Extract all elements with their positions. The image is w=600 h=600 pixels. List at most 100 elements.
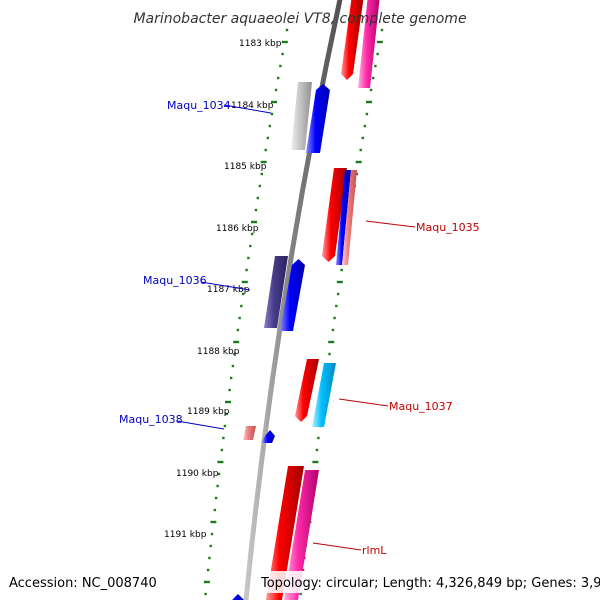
tick-dot [317,436,320,440]
tick-dot [251,220,257,224]
tick-dot [238,316,241,320]
leader-maqu-1037 [338,398,389,407]
leader-maqu-1034 [223,104,272,114]
tick-dot [336,292,340,296]
tick-dot [210,520,217,524]
tick-dot [233,352,236,356]
gene-label-maqu-1035[interactable]: Maqu_1035 [416,221,480,234]
tick-dot [223,424,227,428]
tick-dot [279,64,282,68]
tick-dot [363,124,366,128]
gene-features [228,0,380,600]
tick-dot [361,136,364,140]
footer-accession: Accession: NC_008740 [9,576,157,591]
tick-label: 1186 kbp [216,224,259,234]
tick-dot [328,340,335,344]
feature-maqu-1035b[interactable] [336,170,351,265]
tick-dot [210,532,214,536]
leader-maqu-1038 [176,420,225,430]
tick-rings [203,28,384,596]
gene-label-maqu-1034[interactable]: Maqu_1034 [167,99,231,112]
tick-label: 1184 kbp [231,101,274,111]
tick-dot [214,496,218,500]
feature-maqu-1037b[interactable] [312,363,336,427]
tick-dot [270,112,274,116]
gene-label-rlml[interactable]: rlmL [362,544,387,557]
feature-maqu-1033b[interactable] [358,0,380,88]
feature-maqu-1038[interactable] [262,430,275,443]
tick-dot [256,196,259,200]
tick-dot [277,76,280,80]
map-title: Marinobacter aquaeolei VT8, complete gen… [133,11,466,27]
feature-maqu-1038a[interactable] [243,426,256,440]
tick-dot [336,280,343,284]
tick-dot [236,328,240,332]
tick-dot [271,100,277,104]
tick-dot [366,100,372,104]
feature-rlml-a[interactable] [266,466,304,600]
tick-dot [249,244,252,248]
tick-dot [266,136,269,140]
tick-dot [299,592,302,596]
feature-maqu-1033a[interactable] [341,0,364,80]
tick-dot [260,172,263,176]
tick-dot [250,232,254,236]
gene-label-maqu-1038[interactable]: Maqu_1038 [119,413,183,426]
tick-dot [230,376,233,380]
tick-dot [372,76,375,80]
tick-dot [355,160,362,164]
tick-dot [222,436,225,440]
tick-dot [213,508,216,512]
tick-label: 1187 kbp [207,285,250,295]
tick-dot [225,400,231,404]
tick-dot [359,148,362,152]
tick-label: 1189 kbp [187,407,230,417]
tick-dot [285,28,289,32]
tick-dot [220,448,224,452]
tick-dot [376,52,379,56]
tick-dot [312,460,319,464]
tick-dot [328,352,331,356]
feature-maqu-1036-pseudo[interactable] [264,256,288,328]
tick-label: 1190 kbp [176,469,219,479]
tick-dot [209,544,212,548]
leader-rlml [312,542,362,551]
feature-maqu-1034[interactable] [306,84,330,153]
tick-dot [380,28,384,32]
tick-label: 1188 kbp [197,347,240,357]
tick-dot [254,208,258,212]
gene-label-maqu-1037[interactable]: Maqu_1037 [389,400,453,413]
feature-maqu-1036[interactable] [280,259,305,331]
feature-rlml-b[interactable] [284,470,319,600]
label-leaders [176,104,416,551]
tick-dot [240,304,243,308]
tick-dot [231,364,235,368]
feature-maqu-1035a[interactable] [322,168,347,262]
feature-maqu-1035c[interactable] [342,170,357,265]
tick-dot [241,280,248,284]
tick-dot [258,184,261,188]
leader-maqu-1035 [365,220,416,228]
tick-dot [365,112,369,116]
tick-dot [355,172,358,176]
feature-next[interactable] [228,594,244,600]
tick-dot [281,52,284,56]
footer-topology: Topology: circular; Length: 4,326,849 bp… [260,576,600,591]
feature-maqu-1037a[interactable] [295,359,319,422]
tick-dot [376,40,383,44]
tick-dot [274,88,278,92]
tick-dot [247,256,250,260]
tick-dot [268,124,271,128]
tick-dot [204,592,207,596]
tick-dot [335,304,338,308]
tick-dot [260,160,267,164]
tick-labels: 1183 kbp 1184 kbp 1185 kbp 1186 kbp 1187… [164,39,282,540]
tick-dot [233,340,240,344]
tick-dot [225,412,228,416]
footer-topology-bg [256,571,596,593]
feature-maqu-1034-pseudo[interactable] [291,82,312,150]
tick-dot [217,460,224,464]
gene-label-maqu-1036[interactable]: Maqu_1036 [143,274,207,287]
